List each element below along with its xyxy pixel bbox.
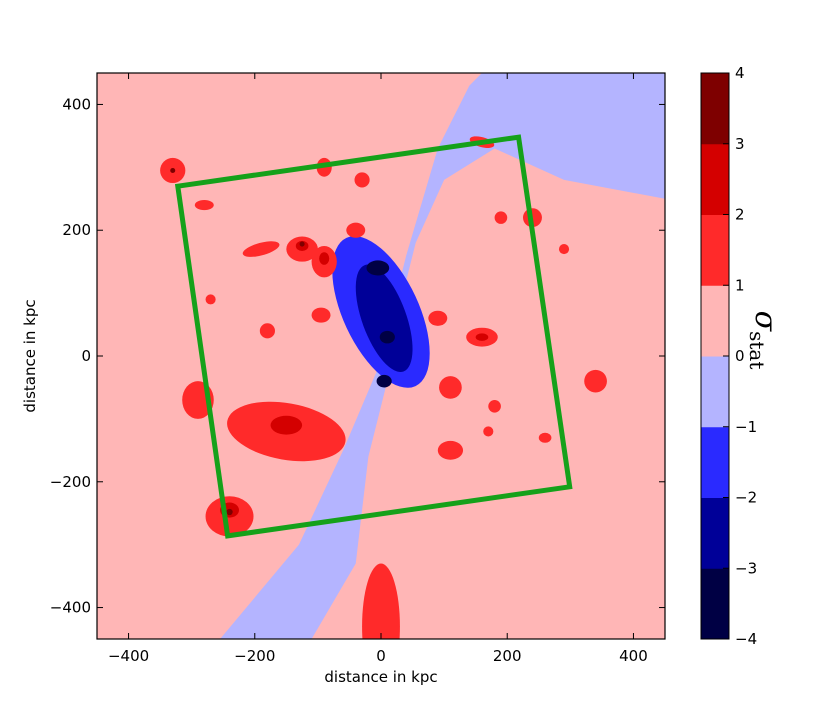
- positive-region: [259, 323, 275, 339]
- positive-region: [494, 211, 508, 224]
- y-axis-label: distance in kpc: [21, 299, 39, 412]
- colorbar-tick-label: 1: [735, 276, 745, 294]
- y-tick-label: 400: [62, 95, 91, 113]
- positive-region: [226, 508, 233, 516]
- colorbar-segment: [701, 497, 729, 569]
- deep-region: [355, 264, 413, 372]
- positive-region: [270, 415, 303, 435]
- colorbar-tick-label: −3: [735, 559, 757, 577]
- colorbar-tick-label: −2: [735, 489, 757, 507]
- positive-region: [362, 563, 400, 639]
- colorbar-tick-label: 0: [735, 347, 745, 365]
- svg-text:σstat: σstat: [745, 311, 783, 370]
- positive-region: [538, 432, 552, 443]
- y-axis: −400 −200 0 200 400: [50, 95, 665, 617]
- positive-region: [483, 426, 494, 437]
- colorbar-segment: [701, 426, 729, 498]
- colorbar-segment: [701, 73, 729, 145]
- colorbar-tick-label: 3: [735, 135, 745, 153]
- x-tick-label: 200: [493, 647, 522, 665]
- positive-region: [242, 241, 280, 257]
- positive-region: [437, 440, 464, 460]
- positive-region: [584, 369, 607, 393]
- colorbar-tick-label: 4: [735, 64, 745, 82]
- outline-polygon: [174, 134, 573, 539]
- positive-region: [346, 222, 366, 238]
- positive-region: [354, 172, 370, 188]
- y-tick-label: 200: [62, 221, 91, 239]
- y-tick-label: −200: [50, 473, 91, 491]
- positive-region: [299, 241, 305, 247]
- colorbar: −4 −3 −2 −1 0 1 2 3 4: [700, 64, 757, 648]
- negative-band: [220, 73, 665, 639]
- positive-region: [194, 200, 214, 211]
- deep-region: [379, 330, 395, 344]
- positive-region: [319, 252, 330, 265]
- colorbar-label-subscript: stat: [745, 331, 769, 369]
- colorbar-segment: [701, 356, 729, 428]
- x-axis-label: distance in kpc: [324, 668, 437, 686]
- contour-region-layer: [160, 136, 607, 639]
- positive-region: [558, 244, 570, 255]
- positive-region: [205, 294, 216, 305]
- outline-layer: [174, 134, 573, 539]
- colorbar-label: σstat: [745, 311, 783, 370]
- colorbar-segment: [701, 285, 729, 357]
- colorbar-tick-label: −4: [735, 630, 757, 648]
- colorbar-segment: [701, 143, 729, 215]
- x-tick-label: 400: [619, 647, 648, 665]
- x-tick-label: −400: [108, 647, 149, 665]
- y-tick-label: 0: [81, 347, 91, 365]
- positive-region: [439, 376, 462, 399]
- positive-region: [170, 167, 176, 173]
- colorbar-tick-label: 2: [735, 206, 745, 224]
- colorbar-label-symbol: σ: [748, 311, 783, 333]
- positive-region: [428, 310, 448, 326]
- x-tick-label: −200: [234, 647, 275, 665]
- positive-region: [311, 307, 331, 323]
- positive-region: [488, 400, 501, 413]
- colorbar-tick-label: −1: [735, 418, 757, 436]
- colorbar-segment: [701, 214, 729, 286]
- x-tick-label: 0: [376, 647, 386, 665]
- colorbar-segment: [701, 568, 729, 640]
- positive-region: [475, 333, 489, 341]
- deep-region: [376, 374, 392, 388]
- x-axis: −400 −200 0 200 400: [108, 73, 648, 665]
- plot-area: [97, 73, 665, 639]
- negative-band-layer: [220, 73, 665, 639]
- y-tick-label: −400: [50, 599, 91, 617]
- deep-region: [366, 260, 390, 276]
